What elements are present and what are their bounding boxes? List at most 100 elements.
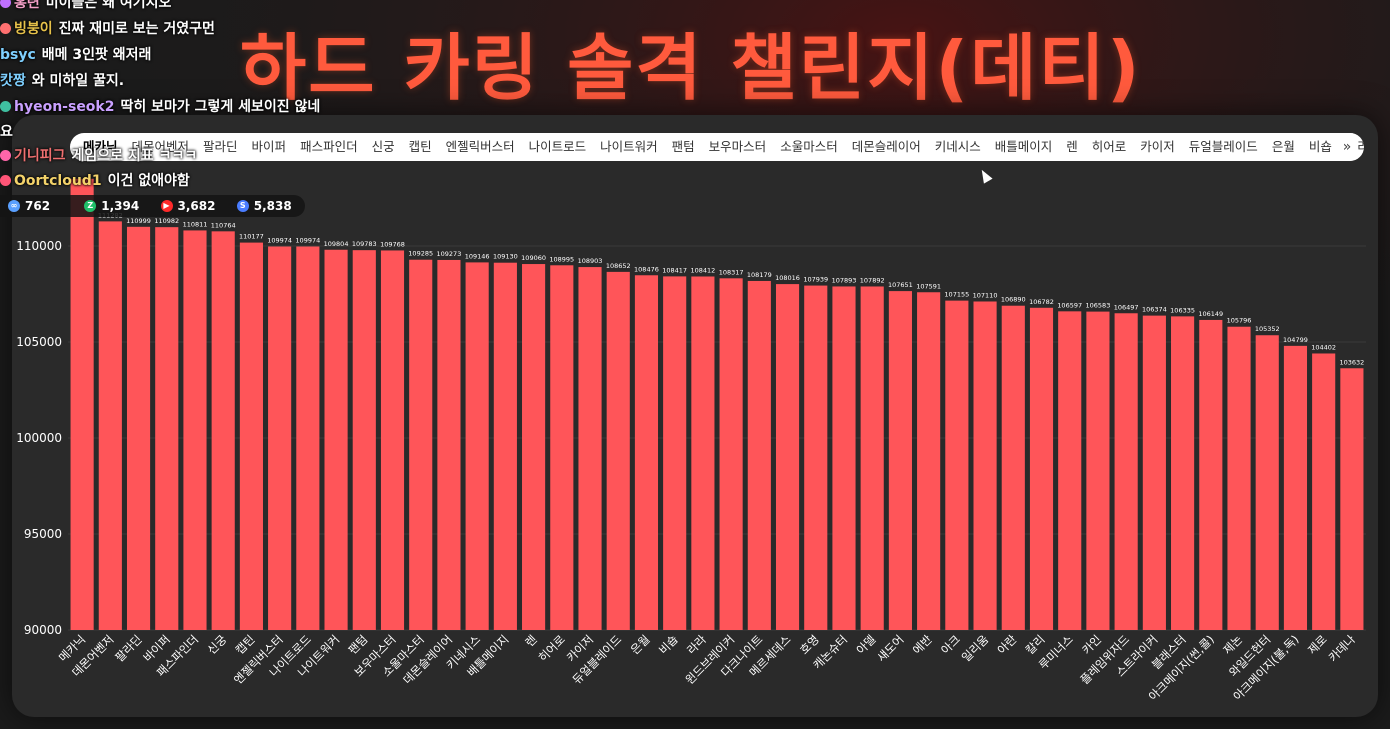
platform-icon: Z (84, 200, 97, 212)
stat-value: 5,838 (253, 199, 292, 213)
bar-value-label: 107155 (944, 291, 969, 299)
bar (70, 178, 94, 631)
chat-username: 빙붕이 (14, 21, 53, 37)
tab-class[interactable]: 캡틴 (408, 139, 432, 154)
y-tick-label: 90000 (24, 623, 62, 637)
bar-value-label: 110811 (183, 220, 208, 228)
chat-text: 딱히 보마가 그렇게 세보이진 않네 (120, 99, 321, 115)
y-tick-label: 110000 (16, 239, 62, 253)
bar-value-label: 108016 (775, 274, 800, 282)
y-tick-label: 95000 (24, 527, 62, 541)
bar-value-label: 106782 (1029, 298, 1054, 306)
bar-value-label: 109974 (267, 236, 292, 244)
bar-value-label: 109130 (493, 253, 518, 261)
bar (888, 291, 912, 630)
tab-class[interactable]: 배틀메이지 (994, 139, 1053, 154)
bar-value-label: 108317 (719, 268, 744, 276)
tab-class[interactable]: 데몬슬레이어 (851, 139, 921, 154)
bar-value-label: 106583 (1086, 302, 1111, 310)
bar (1029, 307, 1054, 630)
bar-value-label: 106149 (1198, 310, 1223, 318)
bar (775, 284, 800, 630)
tab-class[interactable]: 데몬어벤저 (131, 139, 190, 154)
x-tick-label: 카데나 (1326, 632, 1359, 665)
x-tick-label: 은월 (628, 632, 653, 657)
viewer-stat: Z 1,394 (84, 199, 152, 213)
bar (437, 259, 461, 630)
bar (973, 301, 997, 630)
x-tick-label: 신궁 (204, 632, 229, 657)
tab-class[interactable]: 카이저 (1140, 139, 1175, 154)
bar (1340, 368, 1364, 630)
tab-class[interactable]: 나이트워커 (600, 139, 658, 154)
bar-value-label: 108476 (634, 265, 659, 273)
bar (1171, 316, 1195, 630)
bar-value-label: 106335 (1170, 306, 1195, 314)
chat-text: 게임으로 지표 ㅋㅋㅋ (71, 148, 198, 164)
tab-class[interactable]: 메카닉 (83, 139, 118, 154)
tab-class[interactable]: 팔라딘 (203, 139, 238, 154)
x-tick-label: 섀도어 (874, 632, 906, 664)
bar-value-label: 104402 (1311, 343, 1336, 351)
bar (268, 246, 292, 630)
bar-value-label: 106374 (1142, 306, 1167, 314)
tab-class[interactable]: 소울마스터 (780, 139, 838, 154)
bar-value-label: 106890 (1001, 296, 1026, 304)
bar-value-label: 108903 (578, 257, 603, 265)
bar (465, 262, 489, 630)
chat-username: hyeon-seok2 (14, 99, 115, 115)
bar-value-label: 109146 (465, 252, 490, 260)
tab-class[interactable]: 바이퍼 (251, 139, 287, 154)
bar-value-label: 109768 (380, 240, 405, 248)
platform-icon: ∞ (8, 200, 20, 212)
class-tab-bar: 메카닉 데몬어벤저 팔라딘 바이퍼 패스파인더 신궁 캡틴 엔젤릭버스터 나이트로드 나이트워커 팬… (70, 133, 1364, 161)
bar-value-label: 108179 (747, 271, 772, 279)
bar (917, 292, 941, 630)
chat-username: 홍련 (14, 0, 40, 11)
chat-text: 와 미하일 꿀지. (31, 73, 125, 89)
bar-value-label: 109783 (352, 240, 377, 248)
chat-badge-icon (0, 101, 11, 112)
chat-badge-icon (0, 0, 11, 8)
bar (493, 262, 517, 630)
tab-class[interactable]: 듀얼블레이드 (1188, 139, 1258, 154)
tab-class[interactable]: 키네시스 (934, 139, 981, 154)
tab-class[interactable]: 렌 (1066, 139, 1078, 154)
bar-value-label: 109804 (324, 240, 349, 248)
viewer-stat: ▶ 3,682 (160, 199, 229, 213)
bar (239, 242, 263, 630)
bar-value-label: 108995 (549, 255, 574, 263)
tab-class[interactable]: 패스파인더 (300, 139, 358, 154)
bar-value-label: 108417 (662, 266, 687, 274)
tab-class[interactable]: 은월 (1271, 139, 1295, 154)
bar (211, 231, 235, 630)
bar-value-label: 110177 (239, 233, 264, 241)
bar (324, 249, 348, 631)
bar (719, 278, 743, 630)
x-tick-label: 히어로 (536, 632, 568, 664)
bar-value-label: 109273 (437, 250, 462, 258)
bar (183, 230, 207, 630)
tabs-next-icon[interactable]: » (1336, 133, 1358, 161)
bar (1199, 319, 1223, 630)
tab-class[interactable]: 신궁 (371, 139, 395, 154)
chat-message: hyeon-seok2 딱히 보마가 그렇게 세보이진 않네 (0, 96, 320, 116)
bar-chart: 9000095000100000105000110000메카닉111282데몬어… (16, 178, 1366, 703)
tab-class[interactable]: 팬텀 (671, 139, 695, 154)
tab-class[interactable]: 엔젤릭버스터 (445, 139, 515, 154)
y-tick-label: 105000 (16, 335, 62, 349)
bar (1142, 315, 1166, 630)
bar (634, 275, 659, 630)
chat-text: 미이들은 왜 여기지오 (45, 0, 172, 11)
bar (550, 265, 574, 630)
tab-class[interactable]: 보우마스터 (708, 139, 767, 154)
bar-value-label: 106497 (1114, 303, 1139, 311)
x-tick-label: 비숍 (656, 632, 681, 657)
stat-value: 3,682 (177, 199, 216, 213)
tab-class[interactable]: 히어로 (1091, 139, 1127, 154)
bar (663, 276, 687, 630)
chat-message: 빙붕이 진짜 재미로 보는 거였구먼 (0, 18, 215, 38)
tab-class[interactable]: 비숍 (1308, 139, 1332, 154)
bar-value-label: 105796 (1227, 317, 1252, 325)
tab-class[interactable]: 나이트로드 (528, 139, 587, 154)
